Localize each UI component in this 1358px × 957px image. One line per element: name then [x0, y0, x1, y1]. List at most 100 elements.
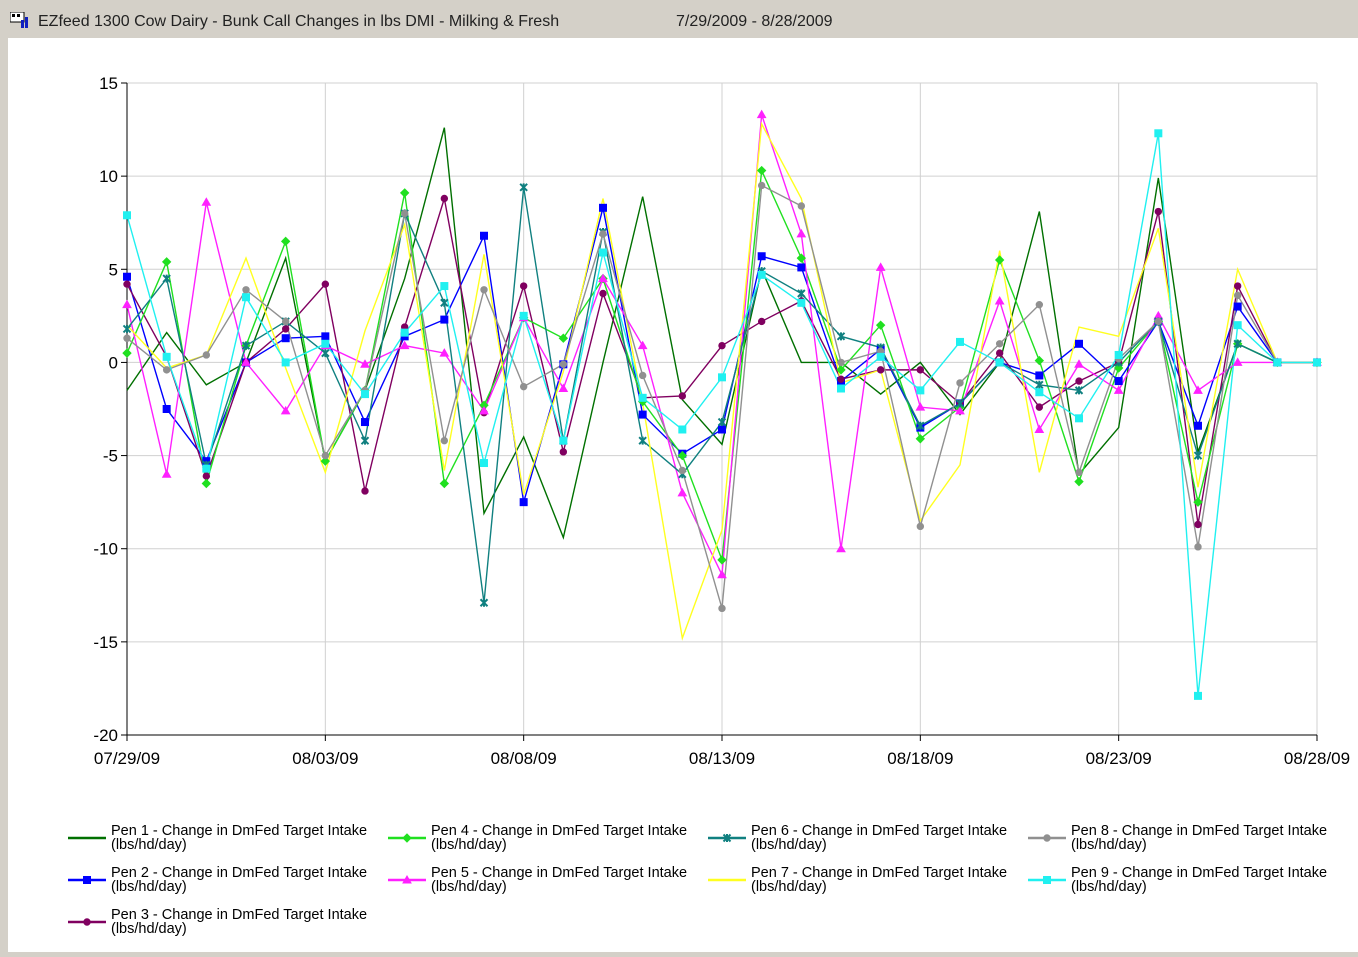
point: [162, 366, 171, 374]
legend-label: Pen 8 - Change in DmFed Target Intake (l…: [1071, 823, 1328, 853]
point: [1233, 321, 1242, 330]
point: [122, 324, 132, 334]
point: [1232, 357, 1243, 366]
point: [1075, 339, 1083, 348]
point: [321, 339, 330, 348]
point: [440, 282, 449, 291]
point: [1035, 388, 1044, 397]
point: [321, 280, 330, 288]
point: [1074, 386, 1084, 395]
point: [955, 399, 965, 408]
point: [242, 286, 250, 294]
point: [480, 286, 488, 294]
legend-marker: [402, 874, 412, 884]
point: [202, 472, 211, 480]
x-tick-label: 08/13/09: [689, 749, 755, 768]
point: [876, 366, 885, 374]
point: [161, 469, 172, 478]
point: [796, 228, 807, 238]
point: [995, 358, 1004, 367]
point: [836, 365, 846, 375]
point: [559, 448, 568, 456]
point: [161, 257, 172, 267]
point: [519, 498, 528, 507]
point: [480, 459, 488, 468]
point: [599, 289, 607, 298]
point: [1154, 207, 1163, 216]
y-tick-label: 15: [99, 74, 118, 93]
point: [678, 425, 687, 434]
point: [321, 348, 330, 358]
legend-label: Pen 1 - Change in DmFed Target Intake (l…: [111, 823, 368, 853]
point: [638, 393, 647, 402]
y-tick-label: -10: [93, 540, 118, 559]
point: [1154, 317, 1163, 326]
point: [717, 569, 727, 579]
point: [875, 262, 886, 271]
point: [1113, 385, 1124, 394]
point: [756, 109, 767, 119]
point: [599, 203, 607, 212]
point: [994, 295, 1005, 305]
point: [797, 298, 806, 307]
point: [1074, 359, 1084, 368]
point: [558, 333, 569, 343]
y-tick-label: 5: [109, 260, 118, 279]
point: [440, 436, 449, 445]
point: [1193, 497, 1203, 507]
point: [559, 436, 568, 445]
legend-marker: [1043, 876, 1051, 884]
point: [1233, 282, 1242, 290]
point: [718, 373, 726, 382]
point: [757, 317, 766, 326]
point: [638, 410, 647, 419]
point: [797, 202, 806, 210]
legend-label: Pen 5 - Change in DmFed Target Intake (l…: [431, 865, 688, 895]
point: [1194, 520, 1202, 529]
point: [201, 197, 212, 206]
point: [796, 253, 807, 263]
point: [1193, 385, 1203, 394]
point: [677, 487, 688, 497]
point: [1035, 371, 1044, 380]
point: [361, 487, 369, 495]
point: [558, 383, 569, 393]
point: [916, 421, 925, 430]
y-tick-label: 10: [99, 167, 118, 186]
point: [1034, 424, 1045, 433]
chart-area: -20 -15 -10 -5 0 5 10 15 07/29/09 08/03/09 08/08/0…: [8, 38, 1358, 952]
point: [756, 165, 767, 176]
point: [638, 371, 647, 380]
point: [399, 188, 410, 198]
point: [797, 289, 806, 298]
series-line: [126, 121, 1317, 641]
x-tick-label: 08/03/09: [292, 749, 358, 768]
point: [599, 230, 607, 238]
point: [1114, 350, 1123, 359]
point: [955, 405, 965, 415]
point: [757, 181, 766, 190]
point: [1074, 476, 1084, 487]
point: [876, 352, 885, 361]
point: [915, 434, 926, 444]
legend-marker: [83, 918, 91, 926]
point: [995, 349, 1004, 357]
point: [123, 334, 131, 342]
point: [718, 604, 726, 613]
point: [321, 451, 330, 460]
legend-label: Pen 3 - Change in DmFed Target Intake (l…: [111, 907, 368, 937]
point: [439, 478, 450, 489]
point: [202, 464, 211, 473]
point: [399, 340, 410, 350]
point: [1194, 691, 1202, 700]
y-tick-label: 0: [109, 353, 118, 372]
point: [956, 379, 964, 387]
point: [1233, 291, 1242, 300]
point: [916, 366, 925, 374]
y-tick-label: -5: [103, 447, 118, 466]
point: [1154, 129, 1163, 138]
legend-label: Pen 9 - Change in DmFed Target Intake (l…: [1071, 865, 1328, 895]
legend-label: Pen 7 - Change in DmFed Target Intake (l…: [751, 865, 1008, 895]
point: [122, 348, 132, 358]
date-range: 7/29/2009 - 8/28/2009: [676, 13, 833, 30]
